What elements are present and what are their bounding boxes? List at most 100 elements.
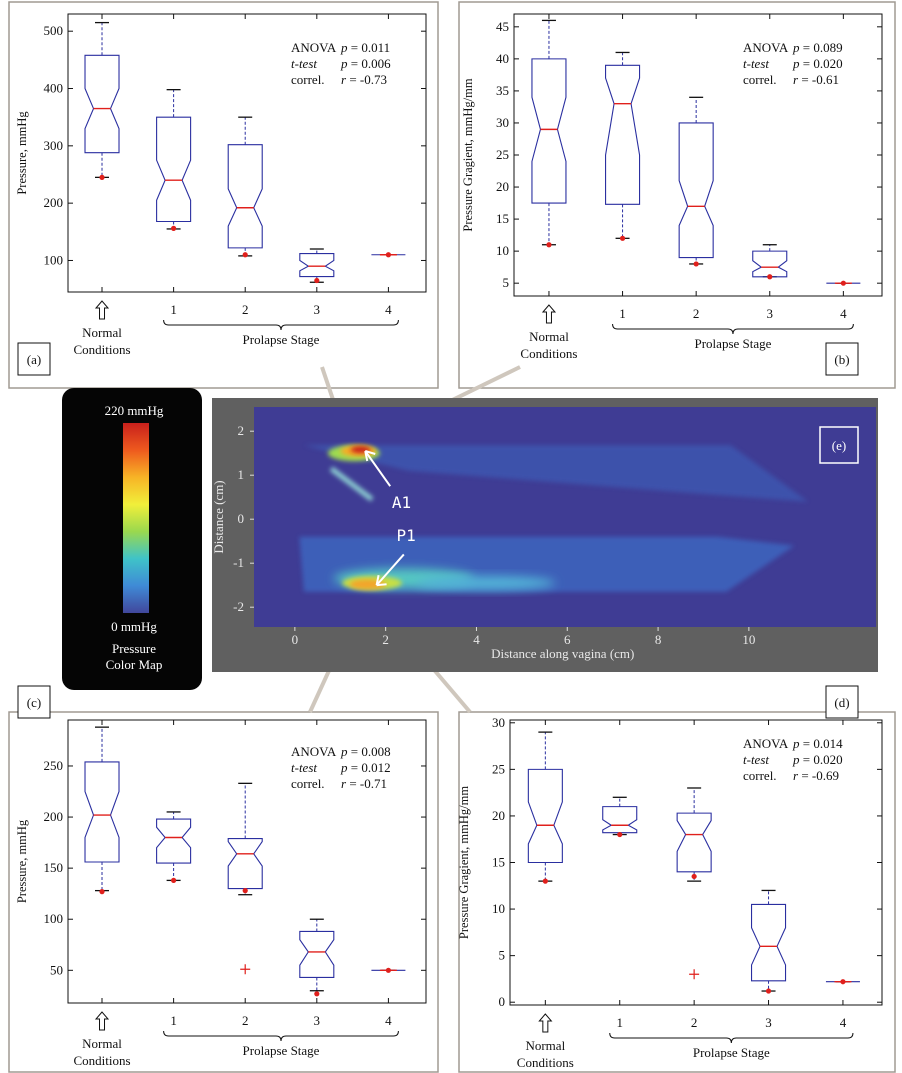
y-tick-label: 100 [44, 252, 64, 267]
y-tick-label: 45 [496, 19, 509, 34]
y-axis-label: Pressure Gragient, mmHg/mm [461, 78, 475, 231]
y-tick-label: 10 [496, 243, 509, 258]
stat-ttest-value: p = 0.020 [792, 56, 843, 71]
panel-letter-box [825, 342, 859, 376]
panel-d: 0 5 10 15 20 25 30 Pressure Gragient, mmHg/mm 1 2… [457, 685, 896, 1073]
normal-conditions-label: Normal [525, 1038, 565, 1053]
data-marker [314, 991, 320, 997]
annotation-arrow [375, 553, 405, 587]
panel-frame [8, 711, 439, 1073]
heatmap-plot-area [254, 407, 876, 627]
x-tick-label: 10 [742, 632, 755, 647]
y-tick-label: 20 [496, 179, 509, 194]
x-tick-label: 3 [314, 302, 321, 317]
y-axis-label: Distance (cm) [211, 480, 226, 553]
prolapse-brace [609, 1032, 854, 1044]
x-tick-label: 2 [242, 302, 249, 317]
panel-letter-box [819, 426, 859, 464]
normal-conditions-label: Conditions [73, 342, 130, 357]
data-marker [767, 274, 773, 280]
x-tick-label: 4 [385, 302, 392, 317]
colormap-bar [123, 423, 149, 613]
box [227, 144, 263, 249]
panel-letter: (a) [27, 352, 41, 367]
y-tick-label: 300 [44, 138, 64, 153]
outlier-marker [689, 969, 700, 980]
x-tick-label: 2 [693, 306, 700, 321]
x-tick-label: 1 [619, 306, 626, 321]
normal-conditions-label: Conditions [520, 346, 577, 361]
panel-letter: (c) [27, 695, 41, 710]
box [84, 761, 120, 863]
y-tick-label: 200 [44, 809, 64, 824]
prolapse-brace [163, 1030, 399, 1042]
stat-anova-label: ANOVA [743, 736, 789, 751]
up-arrow-icon [94, 300, 110, 320]
x-tick-label: 1 [170, 1013, 177, 1028]
y-tick-label: 20 [492, 808, 505, 823]
panel-frame [458, 711, 896, 1073]
normal-conditions-label: Conditions [517, 1055, 574, 1070]
data-marker [314, 277, 320, 284]
stat-correl-value: r = -0.69 [793, 768, 839, 783]
box [156, 818, 192, 864]
prolapse-stage-label: Prolapse Stage [243, 1043, 320, 1058]
data-marker [99, 174, 105, 180]
y-tick-label: 2 [238, 423, 245, 438]
colormap-caption: Color Map [106, 657, 163, 672]
x-tick-label: 0 [292, 632, 299, 647]
box [156, 116, 192, 223]
data-marker [546, 242, 552, 248]
x-axis-label: Distance along vagina (cm) [491, 646, 634, 661]
y-tick-label: 0 [499, 994, 506, 1009]
prolapse-stage-label: Prolapse Stage [243, 332, 320, 347]
data-marker [242, 252, 248, 258]
data-marker [385, 967, 392, 973]
y-tick-label: -2 [233, 599, 244, 614]
data-marker [691, 873, 697, 880]
panel-letter-box [17, 342, 51, 376]
prolapse-stage-label: Prolapse Stage [695, 336, 772, 351]
x-tick-label: 4 [840, 306, 847, 321]
y-tick-label: 35 [496, 83, 509, 98]
box [605, 64, 641, 205]
stat-ttest-value: p = 0.012 [340, 760, 391, 775]
box [84, 54, 120, 154]
y-tick-label: 40 [496, 51, 509, 66]
normal-conditions-label: Normal [82, 325, 122, 340]
stat-correl-label: correl. [291, 72, 325, 87]
y-tick-label: 0 [238, 511, 245, 526]
pressure-streak [329, 466, 374, 502]
panel-letter: (b) [834, 352, 849, 367]
panel-letter: (d) [834, 695, 849, 710]
pressure-blob [415, 576, 556, 590]
data-marker [385, 252, 392, 258]
y-tick-label: 30 [492, 715, 505, 730]
panel-a: 100 200 300 400 500 Pressure, mmHg 1 2 3 4 Normal C… [8, 1, 439, 389]
y-tick-label: 100 [44, 911, 64, 926]
up-arrow-icon [94, 1011, 110, 1031]
data-marker [840, 280, 846, 286]
box [299, 930, 335, 979]
colormap-top-label: 220 mmHg [105, 403, 164, 418]
annotation-label: A1 [392, 493, 411, 512]
x-tick-label: 6 [564, 632, 571, 647]
stat-correl-value: r = -0.61 [793, 72, 839, 87]
stat-ttest-value: p = 0.006 [340, 56, 391, 71]
y-axis-label: Pressure Gragient, mmHg/mm [457, 786, 471, 939]
box [602, 806, 638, 834]
y-tick-label: 500 [44, 23, 64, 38]
stat-correl-value: r = -0.73 [341, 72, 387, 87]
stat-ttest-label: t-test [291, 56, 317, 71]
stat-correl-label: correl. [743, 72, 777, 87]
stat-ttest-value: p = 0.020 [792, 752, 843, 767]
y-tick-label: 200 [44, 195, 64, 210]
data-marker [765, 988, 772, 994]
stat-anova-value: p = 0.014 [792, 736, 843, 751]
x-tick-label: 2 [242, 1013, 249, 1028]
x-tick-label: 8 [655, 632, 662, 647]
x-tick-label: 1 [616, 1015, 623, 1030]
x-tick-label: 3 [767, 306, 774, 321]
y-tick-label: -1 [233, 555, 244, 570]
